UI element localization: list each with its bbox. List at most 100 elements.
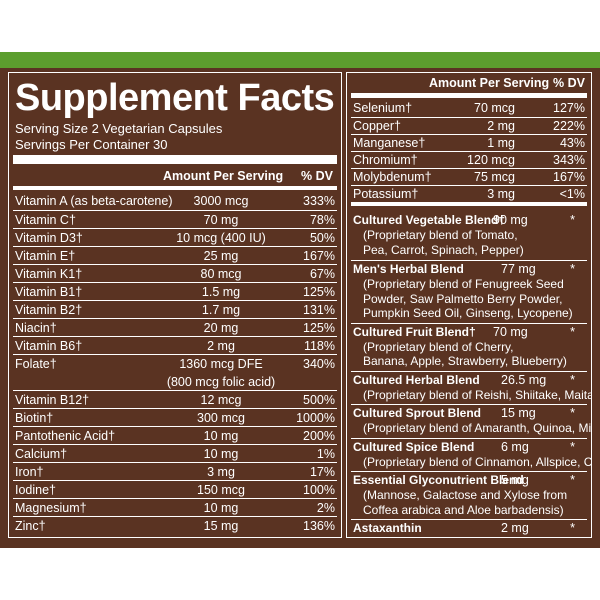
amount: 75 mcg — [474, 170, 515, 184]
blend-description: (Proprietary blend of Fenugreek Seed — [363, 277, 564, 291]
daily-value: 50% — [309, 231, 335, 245]
header-amount: Amount Per Serving — [163, 169, 284, 183]
blend-description: (Proprietary blend of Amaranth, Quinoa, … — [363, 421, 592, 435]
amount: 70 mg — [203, 213, 239, 227]
amount: 10 mg — [203, 447, 239, 461]
nutrient-row: Niacin† 20 mg 125% — [13, 318, 337, 336]
daily-value: 2% — [316, 501, 335, 515]
blend-row: Cultured Herbal Blend 26.5 mg * (Proprietar… — [351, 370, 591, 405]
daily-value: 500% — [303, 393, 335, 407]
daily-value: 78% — [309, 213, 335, 227]
daily-value: 136% — [303, 519, 335, 533]
blend-description: Pea, Carrot, Spinach, Pepper) — [363, 242, 524, 257]
blend-name: Essential Glyconutrient Blend — [353, 473, 524, 487]
nutrient-name: Chromium† — [353, 153, 418, 167]
amount: 1.7 mg — [201, 303, 241, 317]
blend-description: Powder, Saw Palmetto Berry Powder, — [363, 291, 563, 306]
daily-value: * — [570, 372, 575, 387]
amount: 3000 mcg — [193, 194, 249, 208]
green-band — [0, 52, 600, 68]
blend-row: Cultured Fruit Blend† 70 mg * (Proprietary … — [351, 322, 587, 371]
daily-value: * — [570, 213, 575, 227]
nutrient-row: Vitamin B12† 12 mcg 500% — [13, 390, 337, 408]
blend-row: Astaxanthin 2 mg * — [351, 519, 587, 537]
daily-value: 131% — [303, 303, 335, 317]
blend-row: Cultured Sprout Blend 15 mg * (Proprietary … — [351, 404, 591, 438]
daily-value: 1000% — [296, 411, 335, 425]
nutrient-row: Copper† 2 mg 222% — [351, 117, 587, 134]
nutrient-name: Biotin† — [15, 411, 54, 425]
blend-description: Coffea arabica and Aloe barbadensis) — [363, 502, 564, 517]
header-dv: % DV — [553, 76, 585, 90]
nutrient-name: Calcium† — [15, 447, 68, 461]
amount: 2 mg — [207, 339, 235, 353]
daily-value: 100% — [303, 483, 335, 497]
amount: 26.5 mg — [501, 372, 547, 387]
blend-description: Banana, Apple, Strawberry, Blueberry) — [363, 354, 567, 368]
daily-value: * — [570, 473, 575, 487]
separator — [13, 186, 337, 190]
daily-value: 222% — [553, 119, 585, 133]
amount: 150 mcg — [197, 483, 245, 497]
nutrient-row: Iodine† 150 mcg 100% — [13, 480, 337, 498]
nutrient-row: Zinc† 15 mg 136% — [13, 516, 337, 534]
amount: 5 mg — [501, 473, 529, 487]
nutrient-name: Iodine† — [15, 483, 57, 497]
separator — [351, 202, 587, 206]
blend-row: Cultured Vegetable Blend† 90 mg * (Propriet… — [351, 212, 587, 260]
nutrient-row: Pantothenic Acid† 10 mg 200% — [13, 426, 337, 444]
nutrient-name: Copper† — [353, 119, 401, 133]
nutrient-row: Vitamin B2† 1.7 mg 131% — [13, 300, 337, 318]
daily-value: * — [570, 324, 575, 339]
servings-per-container: Servings Per Container 30 — [15, 137, 168, 152]
blend-name: Cultured Sprout Blend — [353, 406, 481, 420]
daily-value: 125% — [303, 285, 335, 299]
label-background — [0, 68, 600, 548]
amount: 2 mg — [487, 119, 515, 133]
daily-value: 343% — [553, 153, 585, 167]
daily-value: 340% — [303, 357, 335, 371]
amount: 300 mcg — [197, 411, 245, 425]
daily-value: * — [570, 262, 575, 276]
daily-value: 333% — [303, 194, 335, 208]
nutrient-row: Vitamin C† 70 mg 78% — [13, 210, 337, 228]
amount: 90 mg — [493, 213, 528, 227]
header-dv: % DV — [301, 169, 333, 183]
nutrient-row: Selenium† 70 mcg 127% — [351, 100, 587, 117]
daily-value: 118% — [303, 339, 335, 353]
nutrient-row: Folate† 1360 mcg DFE (800 mcg folic acid) 3… — [13, 354, 337, 390]
blend-name: Cultured Vegetable Blend† — [353, 213, 506, 227]
blend-description: (Proprietary blend of Reishi, Shiitake, … — [363, 387, 592, 402]
nutrient-name: Vitamin E† — [15, 249, 76, 263]
blend-description: (Proprietary blend of Cherry, — [363, 339, 514, 354]
amount: 70 mg — [493, 324, 528, 339]
blend-name: Cultured Fruit Blend† — [353, 324, 476, 339]
amount: 70 mcg — [474, 101, 515, 115]
daily-value: 125% — [303, 321, 335, 335]
nutrient-row: Vitamin K1† 80 mcg 67% — [13, 264, 337, 282]
nutrient-name: Folate† — [15, 357, 57, 371]
amount: 1.5 mg — [201, 285, 241, 299]
nutrient-name: Vitamin K1† — [15, 267, 83, 281]
nutrient-row: Vitamin A (as beta-carotene) 3000 mcg 333% — [13, 192, 337, 210]
nutrient-row: Vitamin B1† 1.5 mg 125% — [13, 282, 337, 300]
nutrient-name: Vitamin C† — [15, 213, 76, 227]
amount: 120 mcg — [467, 153, 515, 167]
amount: 25 mg — [203, 249, 239, 263]
amount: 20 mg — [203, 321, 239, 335]
blend-row: Essential Glyconutrient Blend 5 mg * (Manno… — [351, 471, 587, 519]
nutrient-name: Vitamin A (as beta-carotene) — [15, 194, 173, 208]
daily-value: 127% — [553, 101, 585, 115]
right-panel: Amount Per Serving % DV Selenium† 70 mcg 1… — [346, 72, 592, 538]
amount: 77 mg — [501, 262, 536, 276]
daily-value: 1% — [316, 447, 335, 461]
blend-name: Men's Herbal Blend — [353, 262, 464, 276]
blend-description: Pumpkin Seed Oil, Ginseng, Lycopene) — [363, 306, 573, 320]
nutrient-row: Calcium† 10 mg 1% — [13, 444, 337, 462]
nutrient-name: Vitamin B1† — [15, 285, 83, 299]
amount: 15 mg — [203, 519, 239, 533]
nutrient-row: Manganese† 1 mg 43% — [351, 134, 587, 151]
nutrient-name: Zinc† — [15, 519, 46, 533]
nutrient-row: Chromium† 120 mcg 343% — [351, 151, 587, 168]
